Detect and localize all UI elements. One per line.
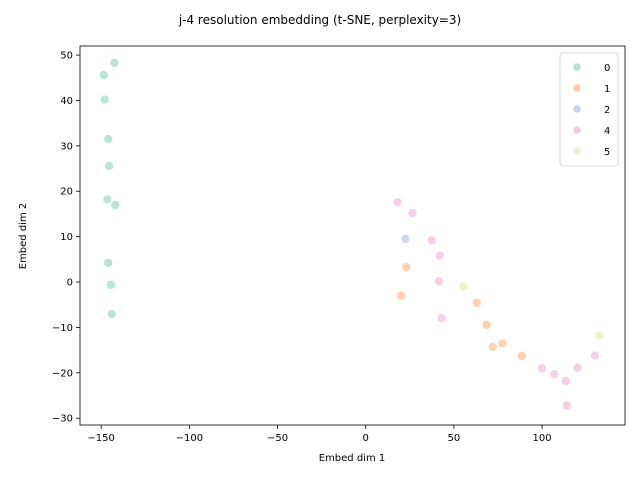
x-tick-label: 0 — [363, 433, 369, 444]
y-tick-label: 40 — [60, 96, 73, 107]
data-point-series-4 — [408, 208, 417, 218]
data-point-series-5 — [595, 331, 604, 340]
y-tick-label: 20 — [60, 187, 73, 198]
x-tick-label: −50 — [267, 433, 288, 444]
x-axis: −150 −100 −50 0 50 100 — [87, 425, 552, 444]
data-point-series-1 — [498, 339, 507, 348]
x-tick-label: −150 — [87, 433, 114, 444]
data-point-series-4 — [573, 363, 582, 373]
chart-title: j-4 resolution embedding (t-SNE, perplex… — [178, 13, 461, 27]
x-tick-label: −100 — [176, 433, 203, 444]
y-tick-label: 50 — [60, 51, 73, 62]
data-point-series-0 — [110, 58, 119, 67]
x-tick-label: 50 — [448, 433, 461, 444]
data-point-series-0 — [111, 200, 120, 210]
data-point-series-0 — [99, 70, 109, 80]
legend-entry: 2 — [604, 105, 610, 116]
data-point-series-0 — [100, 95, 109, 104]
legend-entry: 5 — [604, 147, 610, 158]
legend-marker — [573, 147, 581, 155]
data-point-series-0 — [104, 161, 114, 171]
data-point-series-1 — [517, 351, 527, 361]
data-point-series-5 — [459, 282, 468, 291]
plot-area — [99, 58, 604, 410]
x-tick-label: 100 — [533, 433, 552, 444]
legend-marker — [573, 63, 581, 71]
data-point-series-1 — [402, 262, 411, 272]
y-tick-label: −30 — [52, 414, 73, 425]
plot-frame — [79, 45, 626, 426]
data-point-series-0 — [103, 195, 112, 204]
y-axis: −30 −20 −10 0 10 20 30 40 50 — [52, 51, 80, 425]
legend-entry: 1 — [604, 84, 610, 95]
data-point-series-0 — [104, 134, 113, 144]
data-point-series-4 — [537, 364, 547, 373]
data-point-series-4 — [435, 251, 445, 260]
data-point-series-1 — [482, 320, 491, 329]
data-point-series-1 — [488, 342, 497, 352]
data-point-series-0 — [106, 280, 116, 289]
data-point-series-1 — [472, 298, 482, 308]
y-tick-label: −10 — [52, 323, 73, 334]
legend-marker — [573, 126, 581, 134]
data-point-series-4 — [427, 236, 437, 245]
data-point-series-4 — [434, 276, 444, 286]
data-point-series-4 — [590, 351, 600, 360]
legend-entry: 0 — [604, 63, 610, 74]
data-point-series-1 — [396, 291, 406, 300]
data-point-series-0 — [107, 309, 116, 318]
y-tick-label: 0 — [67, 278, 73, 289]
y-tick-label: 30 — [60, 141, 73, 152]
data-point-series-4 — [561, 376, 571, 386]
data-point-series-0 — [104, 258, 113, 268]
data-point-series-4 — [437, 314, 446, 323]
data-point-series-4 — [562, 401, 571, 410]
legend-marker — [573, 105, 581, 113]
legend: 0 1 2 4 5 — [559, 52, 619, 167]
data-point-series-4 — [550, 369, 559, 379]
data-point-series-2 — [401, 234, 410, 244]
x-axis-label: Embed dim 1 — [319, 453, 386, 464]
legend-marker — [573, 84, 581, 92]
y-axis-label: Embed dim 2 — [18, 203, 29, 270]
y-tick-label: 10 — [60, 232, 73, 243]
data-point-series-4 — [393, 197, 402, 207]
legend-box — [559, 52, 619, 167]
y-tick-label: −20 — [52, 368, 73, 379]
legend-entry: 4 — [604, 126, 610, 137]
